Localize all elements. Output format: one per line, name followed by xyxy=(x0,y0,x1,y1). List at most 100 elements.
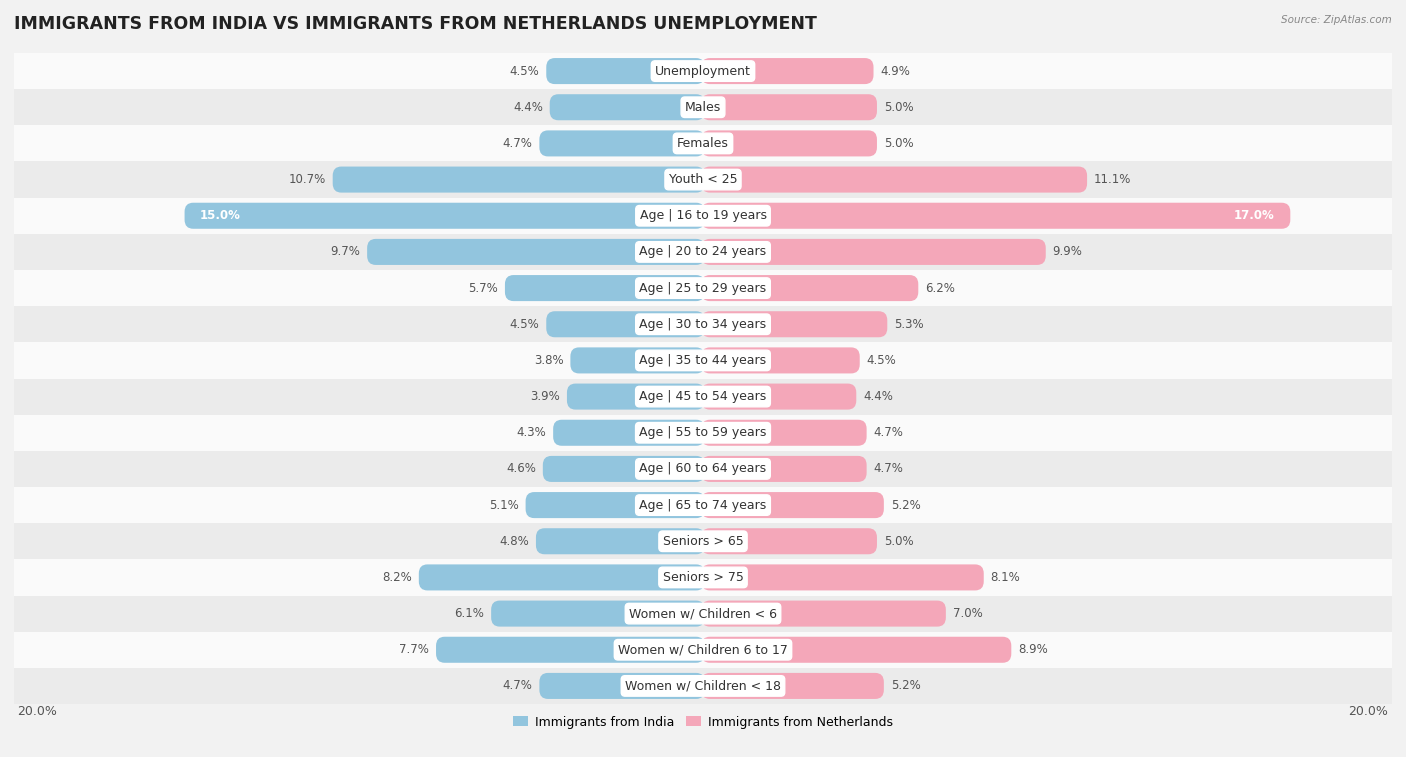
Text: 20.0%: 20.0% xyxy=(1348,705,1389,718)
Text: 5.2%: 5.2% xyxy=(891,680,921,693)
Text: Age | 60 to 64 years: Age | 60 to 64 years xyxy=(640,463,766,475)
FancyBboxPatch shape xyxy=(491,600,704,627)
Legend: Immigrants from India, Immigrants from Netherlands: Immigrants from India, Immigrants from N… xyxy=(509,711,897,734)
Text: Males: Males xyxy=(685,101,721,114)
Text: 6.2%: 6.2% xyxy=(925,282,955,294)
Bar xyxy=(14,596,1392,631)
Text: Age | 30 to 34 years: Age | 30 to 34 years xyxy=(640,318,766,331)
FancyBboxPatch shape xyxy=(543,456,704,482)
Text: 10.7%: 10.7% xyxy=(288,173,326,186)
Bar xyxy=(14,559,1392,596)
Bar xyxy=(14,668,1392,704)
FancyBboxPatch shape xyxy=(702,275,918,301)
Text: 4.6%: 4.6% xyxy=(506,463,536,475)
Text: Women w/ Children < 18: Women w/ Children < 18 xyxy=(626,680,780,693)
FancyBboxPatch shape xyxy=(436,637,704,663)
FancyBboxPatch shape xyxy=(702,528,877,554)
Text: Source: ZipAtlas.com: Source: ZipAtlas.com xyxy=(1281,15,1392,25)
Text: 4.5%: 4.5% xyxy=(509,318,540,331)
Text: Age | 20 to 24 years: Age | 20 to 24 years xyxy=(640,245,766,258)
Bar xyxy=(14,161,1392,198)
Text: 4.3%: 4.3% xyxy=(516,426,547,439)
Text: 8.9%: 8.9% xyxy=(1018,643,1047,656)
Bar xyxy=(14,126,1392,161)
Text: 7.7%: 7.7% xyxy=(399,643,429,656)
Text: 5.0%: 5.0% xyxy=(884,101,914,114)
Bar xyxy=(14,342,1392,378)
FancyBboxPatch shape xyxy=(547,58,704,84)
FancyBboxPatch shape xyxy=(540,673,704,699)
FancyBboxPatch shape xyxy=(702,456,866,482)
Bar xyxy=(14,451,1392,487)
Text: Women w/ Children < 6: Women w/ Children < 6 xyxy=(628,607,778,620)
Text: 4.7%: 4.7% xyxy=(502,680,533,693)
Text: 20.0%: 20.0% xyxy=(17,705,58,718)
Text: 6.1%: 6.1% xyxy=(454,607,484,620)
FancyBboxPatch shape xyxy=(702,167,1087,192)
Bar xyxy=(14,234,1392,270)
Text: 4.7%: 4.7% xyxy=(873,463,904,475)
Text: 5.1%: 5.1% xyxy=(489,499,519,512)
Text: 9.7%: 9.7% xyxy=(330,245,360,258)
FancyBboxPatch shape xyxy=(702,673,884,699)
FancyBboxPatch shape xyxy=(702,203,1291,229)
FancyBboxPatch shape xyxy=(526,492,704,518)
FancyBboxPatch shape xyxy=(333,167,704,192)
Bar xyxy=(14,53,1392,89)
FancyBboxPatch shape xyxy=(702,347,859,373)
FancyBboxPatch shape xyxy=(702,130,877,157)
Bar xyxy=(14,270,1392,306)
Text: 15.0%: 15.0% xyxy=(200,209,240,223)
Text: Women w/ Children 6 to 17: Women w/ Children 6 to 17 xyxy=(619,643,787,656)
FancyBboxPatch shape xyxy=(702,492,884,518)
Text: 3.8%: 3.8% xyxy=(534,354,564,367)
FancyBboxPatch shape xyxy=(702,600,946,627)
Bar xyxy=(14,631,1392,668)
Text: Age | 55 to 59 years: Age | 55 to 59 years xyxy=(640,426,766,439)
Text: Youth < 25: Youth < 25 xyxy=(669,173,737,186)
FancyBboxPatch shape xyxy=(702,94,877,120)
Text: 4.8%: 4.8% xyxy=(499,534,529,548)
Bar xyxy=(14,198,1392,234)
Text: 8.1%: 8.1% xyxy=(991,571,1021,584)
Text: Unemployment: Unemployment xyxy=(655,64,751,77)
Text: 4.5%: 4.5% xyxy=(509,64,540,77)
FancyBboxPatch shape xyxy=(702,419,866,446)
Text: 4.7%: 4.7% xyxy=(502,137,533,150)
Text: Seniors > 65: Seniors > 65 xyxy=(662,534,744,548)
FancyBboxPatch shape xyxy=(550,94,704,120)
Bar xyxy=(14,523,1392,559)
Text: 4.9%: 4.9% xyxy=(880,64,910,77)
FancyBboxPatch shape xyxy=(702,239,1046,265)
FancyBboxPatch shape xyxy=(419,565,704,590)
FancyBboxPatch shape xyxy=(505,275,704,301)
Text: 4.4%: 4.4% xyxy=(513,101,543,114)
FancyBboxPatch shape xyxy=(571,347,704,373)
FancyBboxPatch shape xyxy=(567,384,704,410)
FancyBboxPatch shape xyxy=(702,311,887,338)
FancyBboxPatch shape xyxy=(536,528,704,554)
Text: 5.2%: 5.2% xyxy=(891,499,921,512)
FancyBboxPatch shape xyxy=(540,130,704,157)
Text: Age | 25 to 29 years: Age | 25 to 29 years xyxy=(640,282,766,294)
FancyBboxPatch shape xyxy=(547,311,704,338)
Bar xyxy=(14,89,1392,126)
FancyBboxPatch shape xyxy=(367,239,704,265)
Text: Age | 45 to 54 years: Age | 45 to 54 years xyxy=(640,390,766,403)
Text: 4.7%: 4.7% xyxy=(873,426,904,439)
Bar xyxy=(14,378,1392,415)
Text: Females: Females xyxy=(678,137,728,150)
Text: 4.5%: 4.5% xyxy=(866,354,897,367)
Text: 9.9%: 9.9% xyxy=(1053,245,1083,258)
Text: 5.3%: 5.3% xyxy=(894,318,924,331)
Text: Age | 35 to 44 years: Age | 35 to 44 years xyxy=(640,354,766,367)
Text: 5.0%: 5.0% xyxy=(884,137,914,150)
Text: 7.0%: 7.0% xyxy=(953,607,983,620)
Text: 11.1%: 11.1% xyxy=(1094,173,1132,186)
Text: 4.4%: 4.4% xyxy=(863,390,893,403)
FancyBboxPatch shape xyxy=(702,384,856,410)
Text: 8.2%: 8.2% xyxy=(382,571,412,584)
FancyBboxPatch shape xyxy=(184,203,704,229)
Bar xyxy=(14,415,1392,451)
Text: 17.0%: 17.0% xyxy=(1234,209,1275,223)
